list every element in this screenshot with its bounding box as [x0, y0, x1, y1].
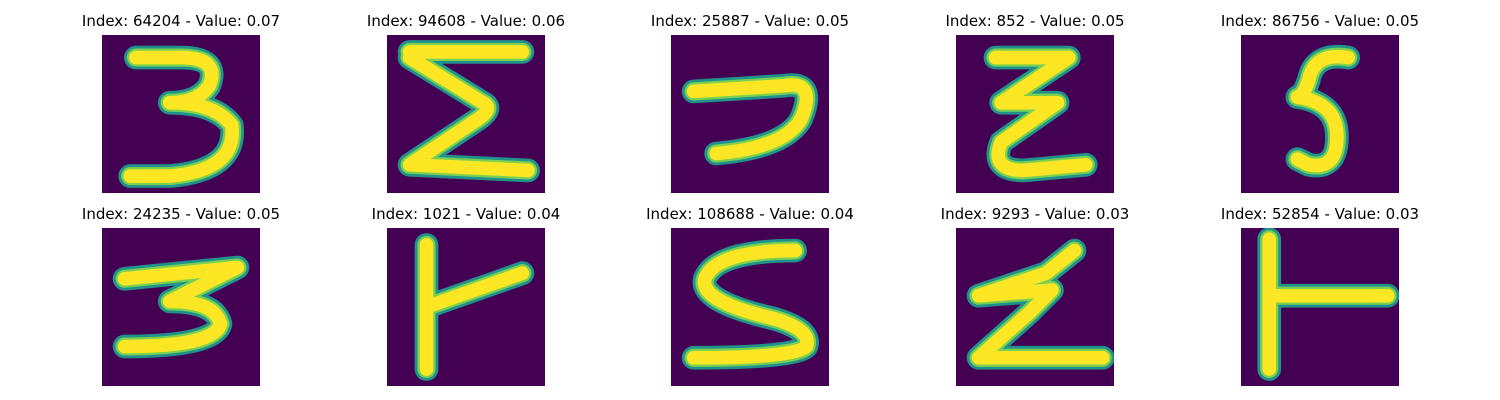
- glyph-canvas: [387, 228, 545, 386]
- panel-title: Index: 108688 - Value: 0.04: [646, 205, 854, 223]
- handwritten-glyph-image: [102, 35, 260, 193]
- panel-title: Index: 86756 - Value: 0.05: [1220, 12, 1420, 30]
- handwritten-glyph-image: [102, 228, 260, 386]
- glyph-canvas: [1241, 228, 1399, 386]
- handwritten-glyph-image: [671, 35, 829, 193]
- panel-title: Index: 25887 - Value: 0.05: [650, 12, 850, 30]
- glyph-canvas: [671, 35, 829, 193]
- panel-title: Index: 64204 - Value: 0.07: [81, 12, 281, 30]
- handwritten-glyph-image: [387, 35, 545, 193]
- panel-title: Index: 24235 - Value: 0.05: [81, 205, 281, 223]
- handwritten-glyph-image: [1241, 35, 1399, 193]
- glyph-canvas: [956, 35, 1114, 193]
- glyph-canvas: [671, 228, 829, 386]
- panel-title: Index: 9293 - Value: 0.03: [940, 205, 1130, 223]
- glyph-canvas: [1241, 35, 1399, 193]
- handwritten-glyph-image: [671, 228, 829, 386]
- glyph-canvas: [956, 228, 1114, 386]
- glyph-canvas: [102, 228, 260, 386]
- panel-title: Index: 1021 - Value: 0.04: [371, 205, 561, 223]
- handwritten-glyph-image: [1241, 228, 1399, 386]
- glyph-canvas: [102, 35, 260, 193]
- panel-title: Index: 852 - Value: 0.05: [945, 12, 1125, 30]
- handwritten-glyph-image: [956, 35, 1114, 193]
- panel-title: Index: 94608 - Value: 0.06: [366, 12, 566, 30]
- handwritten-glyph-image: [387, 228, 545, 386]
- glyph-canvas: [387, 35, 545, 193]
- panel-title: Index: 52854 - Value: 0.03: [1220, 205, 1420, 223]
- handwritten-glyph-image: [956, 228, 1114, 386]
